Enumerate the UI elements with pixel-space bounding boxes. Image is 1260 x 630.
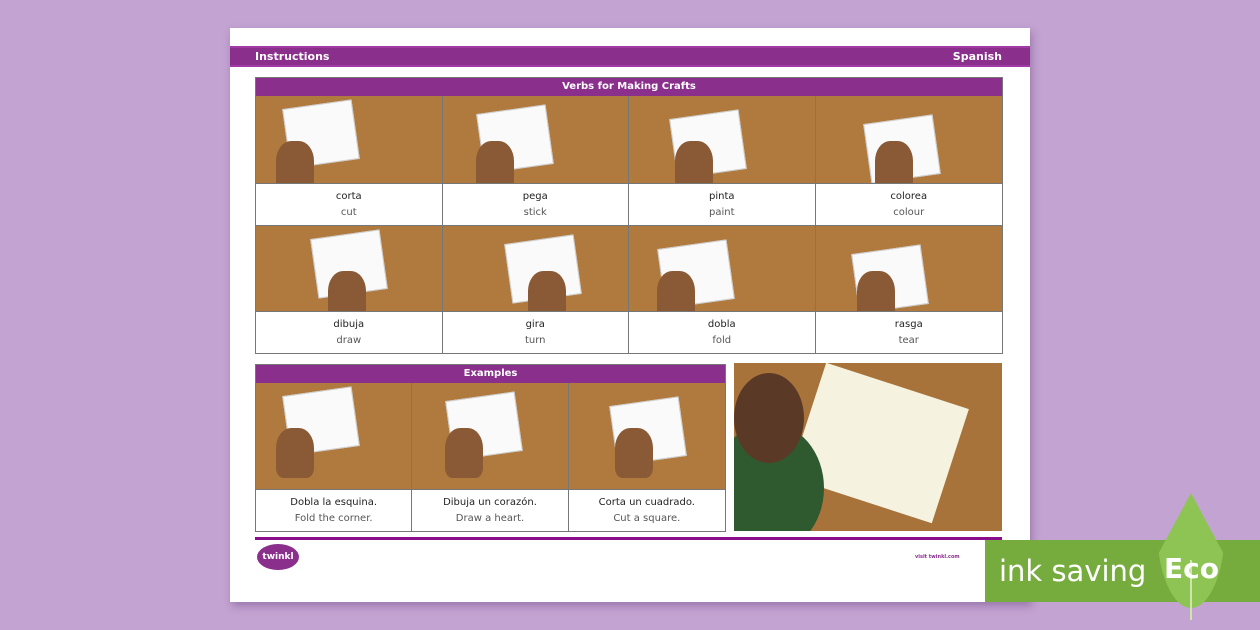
verbs-card: pinta paint (629, 96, 816, 226)
examples-label: Dobla la esquina. Fold the corner. (256, 490, 411, 531)
verbs-card: corta cut (256, 96, 443, 226)
english-text: stick (523, 206, 547, 218)
english-text: draw (336, 334, 362, 346)
spanish-text: Dobla la esquina. (290, 496, 378, 508)
verbs-card: rasga tear (815, 226, 1003, 354)
examples-title: Examples (256, 365, 725, 383)
examples-card: Dibuja un corazón. Draw a heart. (412, 383, 569, 531)
twinkl-logo: twinkl (257, 544, 299, 570)
verbs-illustration (442, 96, 628, 184)
english-text: fold (712, 334, 732, 346)
examples-illustration (568, 383, 725, 490)
verbs-title: Verbs for Making Crafts (256, 78, 1002, 96)
verbs-illustration (256, 226, 442, 312)
verbs-card: pega stick (442, 96, 629, 226)
verbs-label: dobla fold (629, 312, 815, 353)
verbs-card: dibuja draw (256, 226, 443, 354)
verbs-label: pinta paint (629, 184, 815, 225)
verbs-card: colorea colour (815, 96, 1003, 226)
header-language: Spanish (952, 50, 1002, 63)
verbs-label: pega stick (443, 184, 629, 225)
eco-label: Eco (1164, 552, 1219, 585)
english-text: Cut a square. (613, 512, 681, 524)
examples-card: Corta un cuadrado. Cut a square. (568, 383, 725, 531)
verbs-label: gira turn (443, 312, 629, 353)
examples-panel: Examples Dobla la esquina. Fold the corne… (255, 364, 726, 532)
verbs-card: dobla fold (629, 226, 816, 354)
verbs-illustration (815, 96, 1002, 184)
spanish-text: rasga (894, 318, 923, 330)
visit-link[interactable]: visit twinkl.com (915, 554, 960, 560)
examples-card: Dobla la esquina. Fold the corner. (256, 383, 413, 531)
spanish-text: pega (522, 190, 548, 202)
verbs-illustration (629, 226, 815, 312)
examples-illustration (412, 383, 568, 490)
verbs-label: colorea colour (816, 184, 1003, 225)
verbs-label: corta cut (256, 184, 442, 225)
header-instructions: Instructions (255, 50, 330, 63)
examples-label: Dibuja un corazón. Draw a heart. (412, 490, 567, 531)
verbs-illustration (256, 96, 442, 184)
spanish-text: dobla (707, 318, 736, 330)
ink-saving-text: ink saving (999, 554, 1147, 588)
english-text: cut (340, 206, 357, 218)
spanish-text: corta (335, 190, 362, 202)
english-text: paint (708, 206, 735, 218)
verbs-illustration (442, 226, 628, 312)
verbs-card: gira turn (442, 226, 629, 354)
verbs-panel: Verbs for Making Crafts corta cut pega sti… (255, 77, 1003, 354)
footer-divider (255, 537, 1002, 540)
spanish-text: dibuja (333, 318, 365, 330)
leaf-stem (1190, 560, 1192, 620)
english-text: Draw a heart. (455, 512, 525, 524)
spanish-text: Corta un cuadrado. (598, 496, 695, 508)
english-text: turn (524, 334, 546, 346)
spanish-text: colorea (890, 190, 928, 202)
header-bar: Instructions Spanish (230, 46, 1030, 67)
verbs-label: rasga tear (816, 312, 1003, 353)
examples-illustration (256, 383, 412, 490)
spanish-text: gira (525, 318, 545, 330)
english-text: Fold the corner. (294, 512, 373, 524)
spanish-text: pinta (708, 190, 735, 202)
worksheet-page: Instructions Spanish Verbs for Making Cr… (230, 28, 1030, 602)
verbs-label: dibuja draw (256, 312, 442, 353)
spanish-text: Dibuja un corazón. (443, 496, 537, 508)
english-text: tear (898, 334, 919, 346)
verbs-illustration (815, 226, 1002, 312)
child-drawing-photo (734, 363, 1002, 531)
english-text: colour (893, 206, 925, 218)
examples-label: Corta un cuadrado. Cut a square. (569, 490, 725, 531)
verbs-illustration (629, 96, 815, 184)
